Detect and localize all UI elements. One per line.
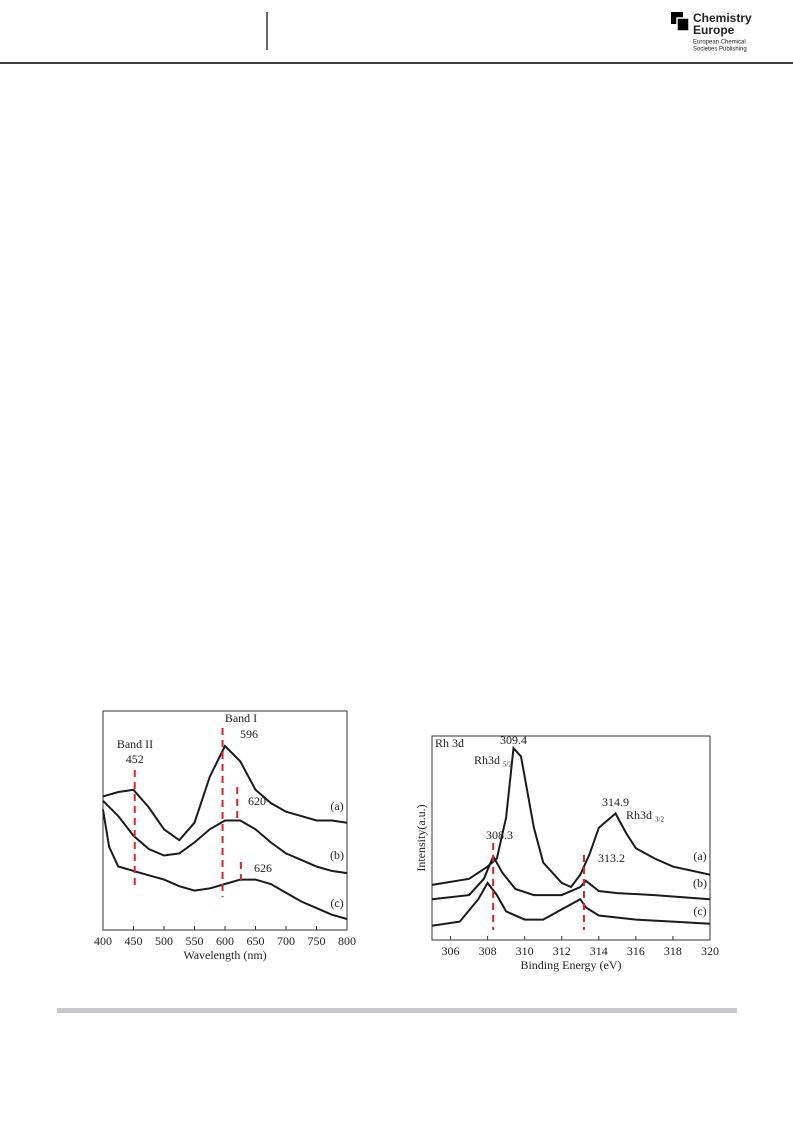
- peak-value: 313.2: [598, 851, 625, 865]
- peak-label: Rh3d: [626, 808, 652, 822]
- x-tick-label: 310: [516, 944, 534, 958]
- spectrum-line: [102, 800, 348, 875]
- peak-value: 626: [254, 861, 272, 875]
- band-label: Band II: [117, 737, 153, 751]
- series-label: (c): [330, 896, 343, 910]
- logo-icon: [671, 12, 690, 32]
- x-tick-label: 306: [442, 944, 460, 958]
- spectrum-line: [102, 809, 348, 920]
- peak-value: 308.3: [486, 828, 513, 842]
- peak-label: Rh3d: [474, 753, 500, 767]
- y-axis-label: Intensity(a.u.): [414, 804, 428, 871]
- series-label: (b): [330, 848, 344, 862]
- x-tick-label: 550: [186, 934, 204, 948]
- x-axis-label: Wavelength (nm): [183, 948, 266, 962]
- spectrum-line: [431, 881, 711, 927]
- band-label: Band I: [225, 711, 257, 725]
- x-tick-label: 600: [216, 934, 234, 948]
- x-axis-label: Binding Energy (eV): [520, 958, 621, 972]
- x-tick-label: 700: [277, 934, 295, 948]
- spectrum-line: [431, 745, 711, 889]
- peak-label-sub: 5/2: [503, 761, 512, 769]
- brand-line: Europe: [693, 23, 735, 37]
- series-label: (a): [693, 849, 706, 863]
- x-tick-label: 308: [479, 944, 497, 958]
- series-label: (c): [693, 904, 706, 918]
- peak-value: 596: [240, 727, 258, 741]
- spectrum-line: [102, 744, 348, 842]
- publisher-line: Societies Publishing: [693, 47, 747, 53]
- x-tick-label: 650: [247, 934, 265, 948]
- brand-line: Chemistry: [693, 11, 752, 25]
- x-tick-label: 500: [155, 934, 173, 948]
- panel-label: Rh 3d: [435, 736, 464, 750]
- x-tick-label: 450: [125, 934, 143, 948]
- x-tick-label: 320: [701, 944, 719, 958]
- x-tick-label: 318: [664, 944, 682, 958]
- peak-value: 452: [126, 752, 144, 766]
- x-tick-label: 400: [94, 934, 112, 948]
- series-label: (a): [330, 799, 343, 813]
- peak-value: 620: [248, 794, 266, 808]
- x-tick-label: 316: [627, 944, 645, 958]
- peak-value: 309.4: [500, 733, 527, 747]
- x-tick-label: 312: [553, 944, 571, 958]
- x-tick-label: 750: [308, 934, 326, 948]
- peak-label-sub: 3/2: [655, 816, 664, 824]
- spectrum-line: [431, 854, 711, 901]
- footer-bar: [57, 1008, 737, 1013]
- x-tick-label: 314: [590, 944, 608, 958]
- peak-value: 314.9: [602, 795, 629, 809]
- x-tick-label: 800: [338, 934, 356, 948]
- series-label: (b): [693, 876, 707, 890]
- publisher-line: European Chemical: [693, 40, 746, 46]
- plot-frame: [431, 735, 711, 941]
